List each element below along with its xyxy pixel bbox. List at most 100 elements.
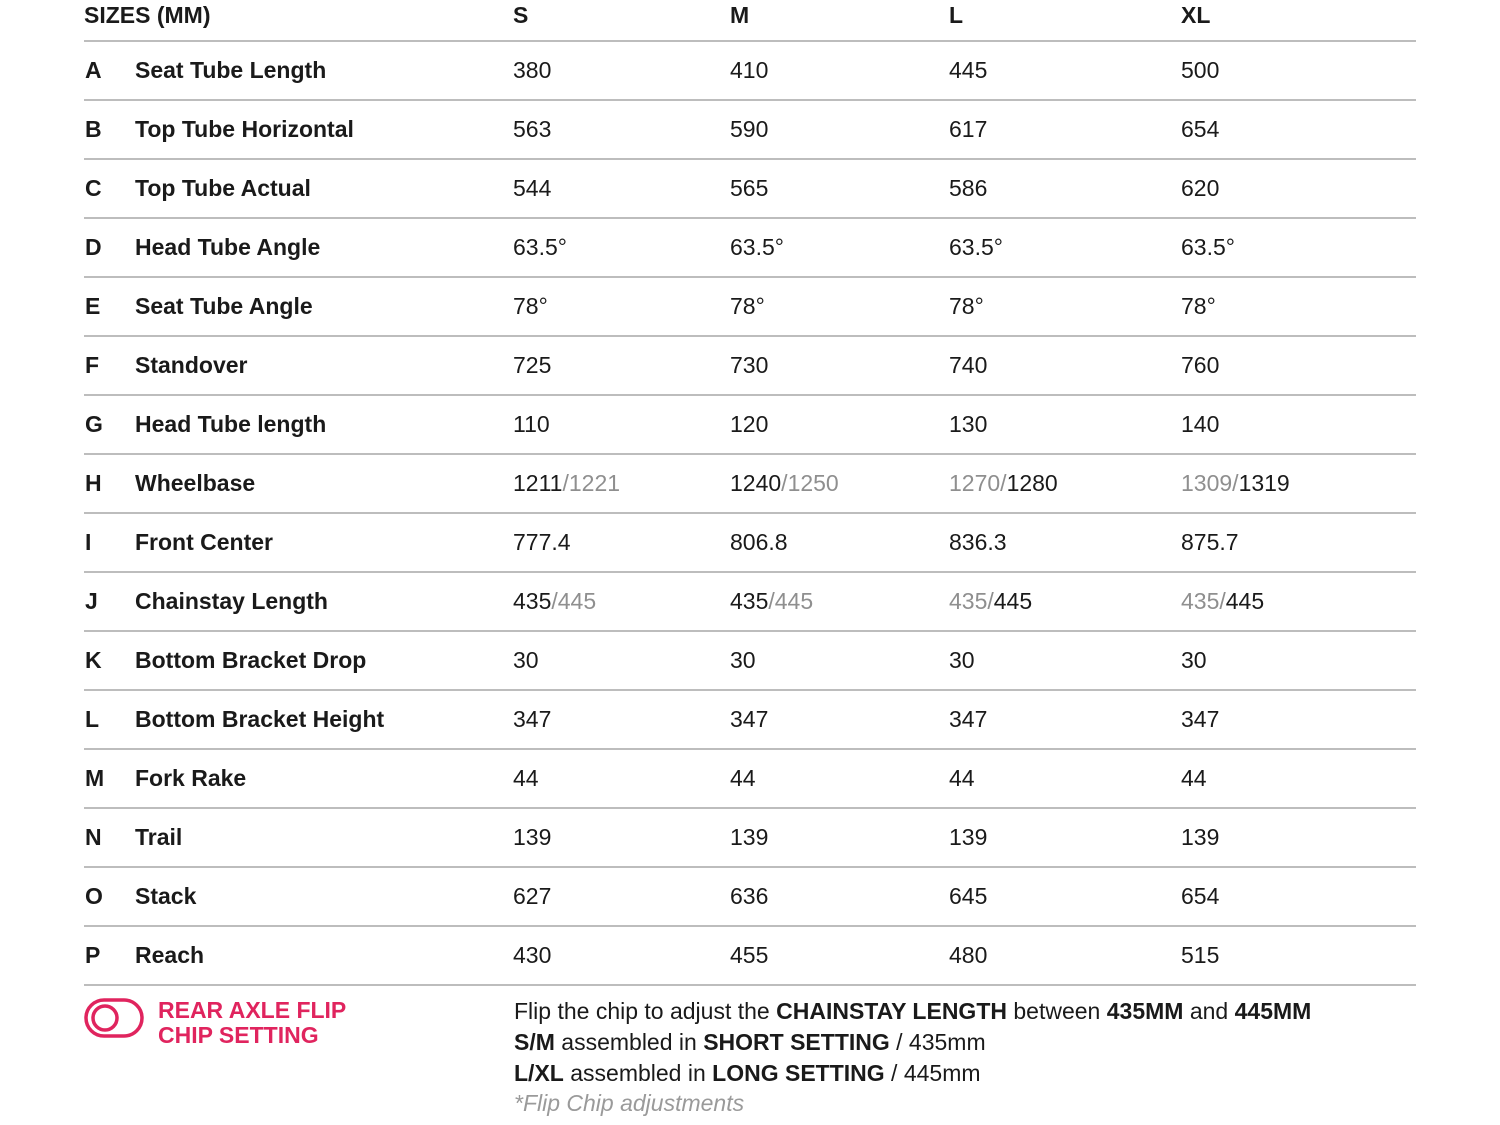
value-cell: 30 xyxy=(949,647,975,673)
value-cell: 654 xyxy=(1181,116,1220,142)
row-label: Standover xyxy=(135,352,248,378)
value-cell: 78° xyxy=(949,293,984,319)
value-cell: 435/445 xyxy=(1181,573,1264,630)
row-letter: F xyxy=(85,352,100,378)
row-label: Top Tube Actual xyxy=(135,175,311,201)
value-cell: 1211/1221 xyxy=(513,455,620,512)
row-letter: L xyxy=(85,706,100,732)
value-cell: 44 xyxy=(513,765,539,791)
row-letter: B xyxy=(85,116,102,142)
size-m-heading: M xyxy=(730,2,750,28)
value-cell: 130 xyxy=(949,411,988,437)
value-cell: 380 xyxy=(513,57,552,83)
value-cell: 139 xyxy=(1181,824,1220,850)
row-letter: D xyxy=(85,234,102,260)
row-letter: I xyxy=(85,529,92,555)
flip-chip-footnote: *Flip Chip adjustments xyxy=(514,1090,745,1116)
size-xl-heading: XL xyxy=(1181,2,1211,28)
row-letter: G xyxy=(85,411,103,437)
row-label: Seat Tube Angle xyxy=(135,293,313,319)
value-cell: 654 xyxy=(1181,883,1220,909)
table-body: A Seat Tube Length 380 410 445 500 B Top Tube H… xyxy=(84,42,1416,986)
emphasis-text: LONG SETTING xyxy=(712,1060,885,1086)
row-letter: E xyxy=(85,293,101,319)
short-setting-value: 1240 xyxy=(730,470,782,496)
table-row: B Top Tube Horizontal 563 590 617 654 xyxy=(84,101,1416,160)
value-cell: 636 xyxy=(730,883,769,909)
value-cell: 500 xyxy=(1181,57,1220,83)
value-cell: 730 xyxy=(730,352,769,378)
table-row: F Standover 725 730 740 760 xyxy=(84,337,1416,396)
long-setting-value: 445 xyxy=(774,588,814,614)
value-cell: 1270/1280 xyxy=(949,455,1058,512)
note-text: between xyxy=(1007,998,1107,1024)
table-row: J Chainstay Length 435/445 435/445 435/445 43… xyxy=(84,573,1416,632)
row-label: Front Center xyxy=(135,529,273,555)
value-cell: 836.3 xyxy=(949,529,1007,555)
row-label: Top Tube Horizontal xyxy=(135,116,354,142)
size-l-heading: L xyxy=(949,2,964,28)
note-text: and xyxy=(1183,998,1235,1024)
value-cell: 435/445 xyxy=(949,573,1032,630)
value-cell: 1309/1319 xyxy=(1181,455,1290,512)
short-setting-value: 1270 xyxy=(949,470,1001,496)
long-setting-value: 1280 xyxy=(1006,470,1058,496)
table-row: A Seat Tube Length 380 410 445 500 xyxy=(84,42,1416,101)
flip-chip-title: REAR AXLE FLIP CHIP SETTING xyxy=(158,998,346,1048)
short-setting-value: 435 xyxy=(513,588,552,614)
value-cell: 347 xyxy=(730,706,769,732)
toggle-icon xyxy=(84,998,144,1038)
value-cell: 760 xyxy=(1181,352,1220,378)
flip-chip-section: REAR AXLE FLIP CHIP SETTING Flip the chi… xyxy=(84,996,1416,1125)
table-row: O Stack 627 636 645 654 xyxy=(84,868,1416,927)
note-text: assembled in xyxy=(554,1029,704,1055)
table-row: L Bottom Bracket Height 347 347 347 347 xyxy=(84,691,1416,750)
value-cell: 445 xyxy=(949,57,988,83)
emphasis-text: SHORT SETTING xyxy=(703,1029,890,1055)
short-setting-value: 1211 xyxy=(513,470,563,496)
value-cell: 410 xyxy=(730,57,769,83)
row-label: Head Tube Angle xyxy=(135,234,321,260)
value-cell: 806.8 xyxy=(730,529,788,555)
separator: / xyxy=(1232,470,1239,496)
value-cell: 30 xyxy=(730,647,756,673)
value-cell: 544 xyxy=(513,175,552,201)
size-s-heading: S xyxy=(513,2,529,28)
short-setting-value: 1309 xyxy=(1181,470,1233,496)
flip-chip-title-line1: REAR AXLE FLIP xyxy=(158,997,347,1023)
value-cell: 63.5° xyxy=(1181,234,1235,260)
value-cell: 78° xyxy=(730,293,765,319)
value-cell: 875.7 xyxy=(1181,529,1239,555)
value-cell: 347 xyxy=(1181,706,1220,732)
long-setting-value: 1221 xyxy=(568,470,621,496)
flip-chip-title-line2: CHIP SETTING xyxy=(158,1022,319,1048)
value-cell: 565 xyxy=(730,175,769,201)
row-letter: J xyxy=(85,588,98,614)
table-row: I Front Center 777.4 806.8 836.3 875.7 xyxy=(84,514,1416,573)
table-row: E Seat Tube Angle 78° 78° 78° 78° xyxy=(84,278,1416,337)
value-cell: 455 xyxy=(730,942,769,968)
emphasis-text: CHAINSTAY LENGTH xyxy=(776,998,1007,1024)
value-cell: 620 xyxy=(1181,175,1220,201)
table-row: C Top Tube Actual 544 565 586 620 xyxy=(84,160,1416,219)
long-setting-value: 1250 xyxy=(787,470,839,496)
geometry-table: SIZES (MM) S M L XL A Seat Tube Length 380… xyxy=(84,0,1416,986)
value-cell: 140 xyxy=(1181,411,1220,437)
row-label: Stack xyxy=(135,883,197,909)
separator: / xyxy=(1219,588,1226,614)
row-letter: C xyxy=(85,175,102,201)
separator: / xyxy=(551,588,558,614)
note-text: / 445mm xyxy=(884,1060,981,1086)
separator: / xyxy=(562,470,569,496)
row-label: Fork Rake xyxy=(135,765,247,791)
table-row: P Reach 430 455 480 515 xyxy=(84,927,1416,986)
value-cell: 1240/1250 xyxy=(730,455,839,512)
value-cell: 63.5° xyxy=(513,234,567,260)
short-setting-value: 435 xyxy=(949,588,988,614)
row-label: Head Tube length xyxy=(135,411,327,437)
value-cell: 78° xyxy=(513,293,548,319)
table-row: G Head Tube length 110 120 130 140 xyxy=(84,396,1416,455)
table-row: K Bottom Bracket Drop 30 30 30 30 xyxy=(84,632,1416,691)
value-cell: 430 xyxy=(513,942,552,968)
note-line: Flip the chip to adjust the CHAINSTAY LE… xyxy=(514,996,1311,1027)
